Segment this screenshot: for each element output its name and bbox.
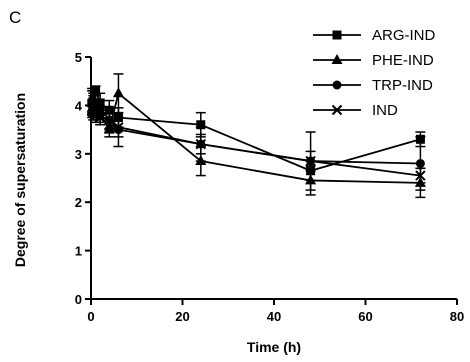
- y-tick-label: 2: [75, 195, 82, 210]
- x-tick-label: 0: [87, 309, 94, 324]
- y-tick-label: 4: [75, 98, 83, 113]
- marker-stroke: [90, 109, 101, 121]
- axes: 0 1 2 3 4 5 0 20 40 60 80 Time (h) Degree of supersa…: [12, 50, 464, 355]
- marker-stroke: [94, 112, 106, 123]
- data-point: [112, 87, 124, 98]
- data-point: [94, 112, 106, 123]
- legend-label: ARG-IND: [372, 27, 436, 44]
- legend-item-ind: IND: [313, 102, 398, 119]
- legend-marker: [332, 80, 342, 90]
- panel-label: C: [9, 8, 22, 27]
- legend: ARG-IND PHE-IND TRP-IND IND: [313, 27, 436, 119]
- data-point: [195, 138, 207, 150]
- legend-label: IND: [372, 102, 398, 119]
- data-point: [415, 158, 425, 168]
- legend-item-phe-ind: PHE-IND: [313, 52, 434, 69]
- marker-stroke: [331, 104, 343, 116]
- x-tick-label: 80: [450, 309, 464, 324]
- series-layer: [86, 73, 426, 199]
- x-axis-title: Time (h): [247, 339, 301, 355]
- x-tick-label: 20: [175, 309, 189, 324]
- marker-stroke: [305, 155, 316, 167]
- legend-item-trp-ind: TRP-IND: [313, 77, 433, 94]
- legend-item-arg-ind: ARG-IND: [313, 27, 436, 44]
- y-tick-label: 1: [75, 244, 82, 259]
- marker-stroke: [113, 121, 124, 133]
- legend-marker: [332, 30, 342, 40]
- x-tick-label: 40: [267, 309, 281, 324]
- data-point: [196, 120, 206, 130]
- data-point: [104, 119, 115, 130]
- legend-marker: [331, 104, 343, 116]
- y-tick-label: 3: [75, 147, 82, 162]
- marker-stroke: [195, 138, 207, 150]
- data-point: [113, 121, 124, 133]
- legend-label: PHE-IND: [372, 52, 434, 69]
- data-point: [415, 170, 426, 181]
- y-tick-label: 0: [75, 292, 82, 307]
- marker-stroke: [104, 119, 115, 130]
- y-axis-title: Degree of supersaturation: [12, 93, 28, 267]
- legend-label: TRP-IND: [372, 77, 433, 94]
- y-tick-label: 5: [75, 50, 82, 65]
- marker-stroke: [415, 170, 426, 181]
- data-point: [305, 155, 316, 167]
- x-tick-label: 60: [358, 309, 372, 324]
- series-ind: [86, 102, 426, 184]
- legend-marker: [331, 54, 343, 64]
